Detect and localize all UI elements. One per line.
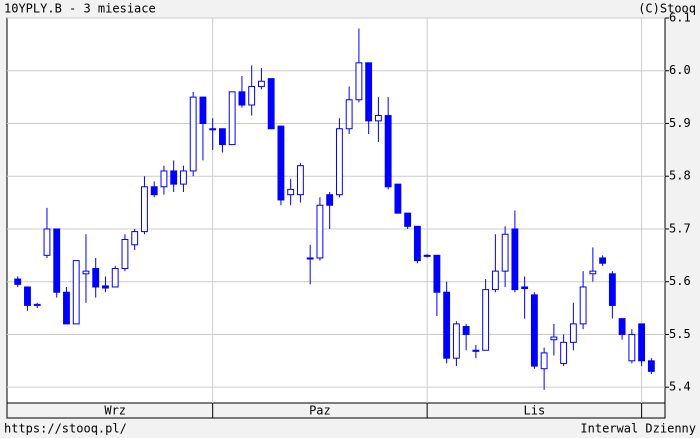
candle-body — [374, 115, 382, 122]
candle-body — [462, 326, 470, 335]
candle-body — [511, 228, 519, 291]
candle-body — [501, 233, 509, 272]
candle-body — [150, 186, 158, 196]
x-tick-label: Wrz — [104, 404, 126, 418]
candle-body — [394, 183, 402, 214]
candle-body — [365, 62, 373, 122]
candle-body — [618, 318, 626, 335]
candle-body — [345, 99, 353, 130]
y-tick-label: 5.5 — [669, 327, 691, 341]
chart-title: 10YPLY.B - 3 miesiace — [4, 2, 156, 16]
y-tick-label: 6.0 — [669, 63, 691, 77]
candle-body — [72, 260, 80, 325]
candle-body — [24, 286, 31, 306]
interval: Interwal Dzienny — [580, 422, 696, 436]
candle-body — [326, 194, 334, 206]
candle-body — [550, 336, 558, 341]
candle-body — [589, 270, 597, 275]
candle-body — [560, 341, 568, 364]
candle-body — [258, 80, 265, 88]
candle-body — [33, 303, 41, 306]
candle-body — [199, 96, 207, 124]
candle-body — [82, 270, 90, 275]
candle-body — [569, 323, 577, 343]
candle-body — [63, 291, 70, 325]
candle-body — [404, 212, 412, 227]
candle-body — [287, 188, 295, 196]
candle-body — [238, 91, 246, 106]
x-tick-label: Paz — [309, 404, 331, 418]
candle-body — [384, 115, 392, 188]
candle-body — [219, 128, 226, 146]
candle-body — [189, 96, 197, 172]
y-tick-label: 6.1 — [669, 11, 691, 25]
candle-body — [647, 360, 655, 372]
candle-body — [141, 186, 148, 233]
candle-body — [433, 254, 441, 293]
candle-body — [121, 239, 129, 270]
x-axis-strip — [6, 402, 666, 419]
candle-body — [452, 323, 460, 359]
candle-body — [423, 254, 431, 257]
candle-body — [579, 286, 587, 325]
candle-body — [131, 231, 139, 246]
candle-body — [53, 228, 61, 293]
candle-body — [267, 78, 275, 130]
source-url[interactable]: https://stooq.pl/ — [4, 422, 127, 436]
candle-body — [491, 270, 499, 291]
candle-body — [306, 257, 314, 260]
y-tick-label: 5.6 — [669, 274, 691, 288]
candle-body — [608, 273, 616, 306]
candle-body — [296, 165, 304, 196]
candle-body — [521, 286, 529, 290]
candle-body — [355, 62, 363, 101]
candle-body — [248, 86, 256, 106]
candle-body — [628, 333, 636, 362]
candle-body — [111, 268, 119, 288]
credit: (C)Stooq — [638, 2, 696, 16]
candle-body — [180, 170, 187, 185]
candle-body — [102, 285, 109, 289]
y-tick-label: 5.7 — [669, 221, 691, 235]
candle-body — [277, 125, 285, 201]
y-tick-label: 5.8 — [669, 169, 691, 183]
candle-body — [92, 268, 100, 288]
candle-body — [316, 204, 324, 259]
candle-body — [43, 228, 51, 256]
candle-body — [335, 128, 343, 196]
candle-body — [170, 170, 178, 185]
y-tick-label: 5.9 — [669, 116, 691, 130]
candle-body — [228, 91, 236, 146]
candle-body — [482, 289, 490, 351]
candle-body — [599, 257, 607, 264]
candle-body — [413, 225, 421, 262]
candle-body — [540, 352, 548, 370]
candle-body — [160, 170, 168, 188]
y-tick-label: 5.4 — [669, 380, 691, 394]
candle-body — [638, 323, 646, 362]
candle-body — [530, 294, 538, 367]
x-tick-label: Lis — [524, 404, 546, 418]
candle-body — [14, 278, 22, 285]
candle-body — [472, 349, 480, 352]
candle-body — [209, 128, 217, 131]
candle-body — [443, 291, 451, 359]
